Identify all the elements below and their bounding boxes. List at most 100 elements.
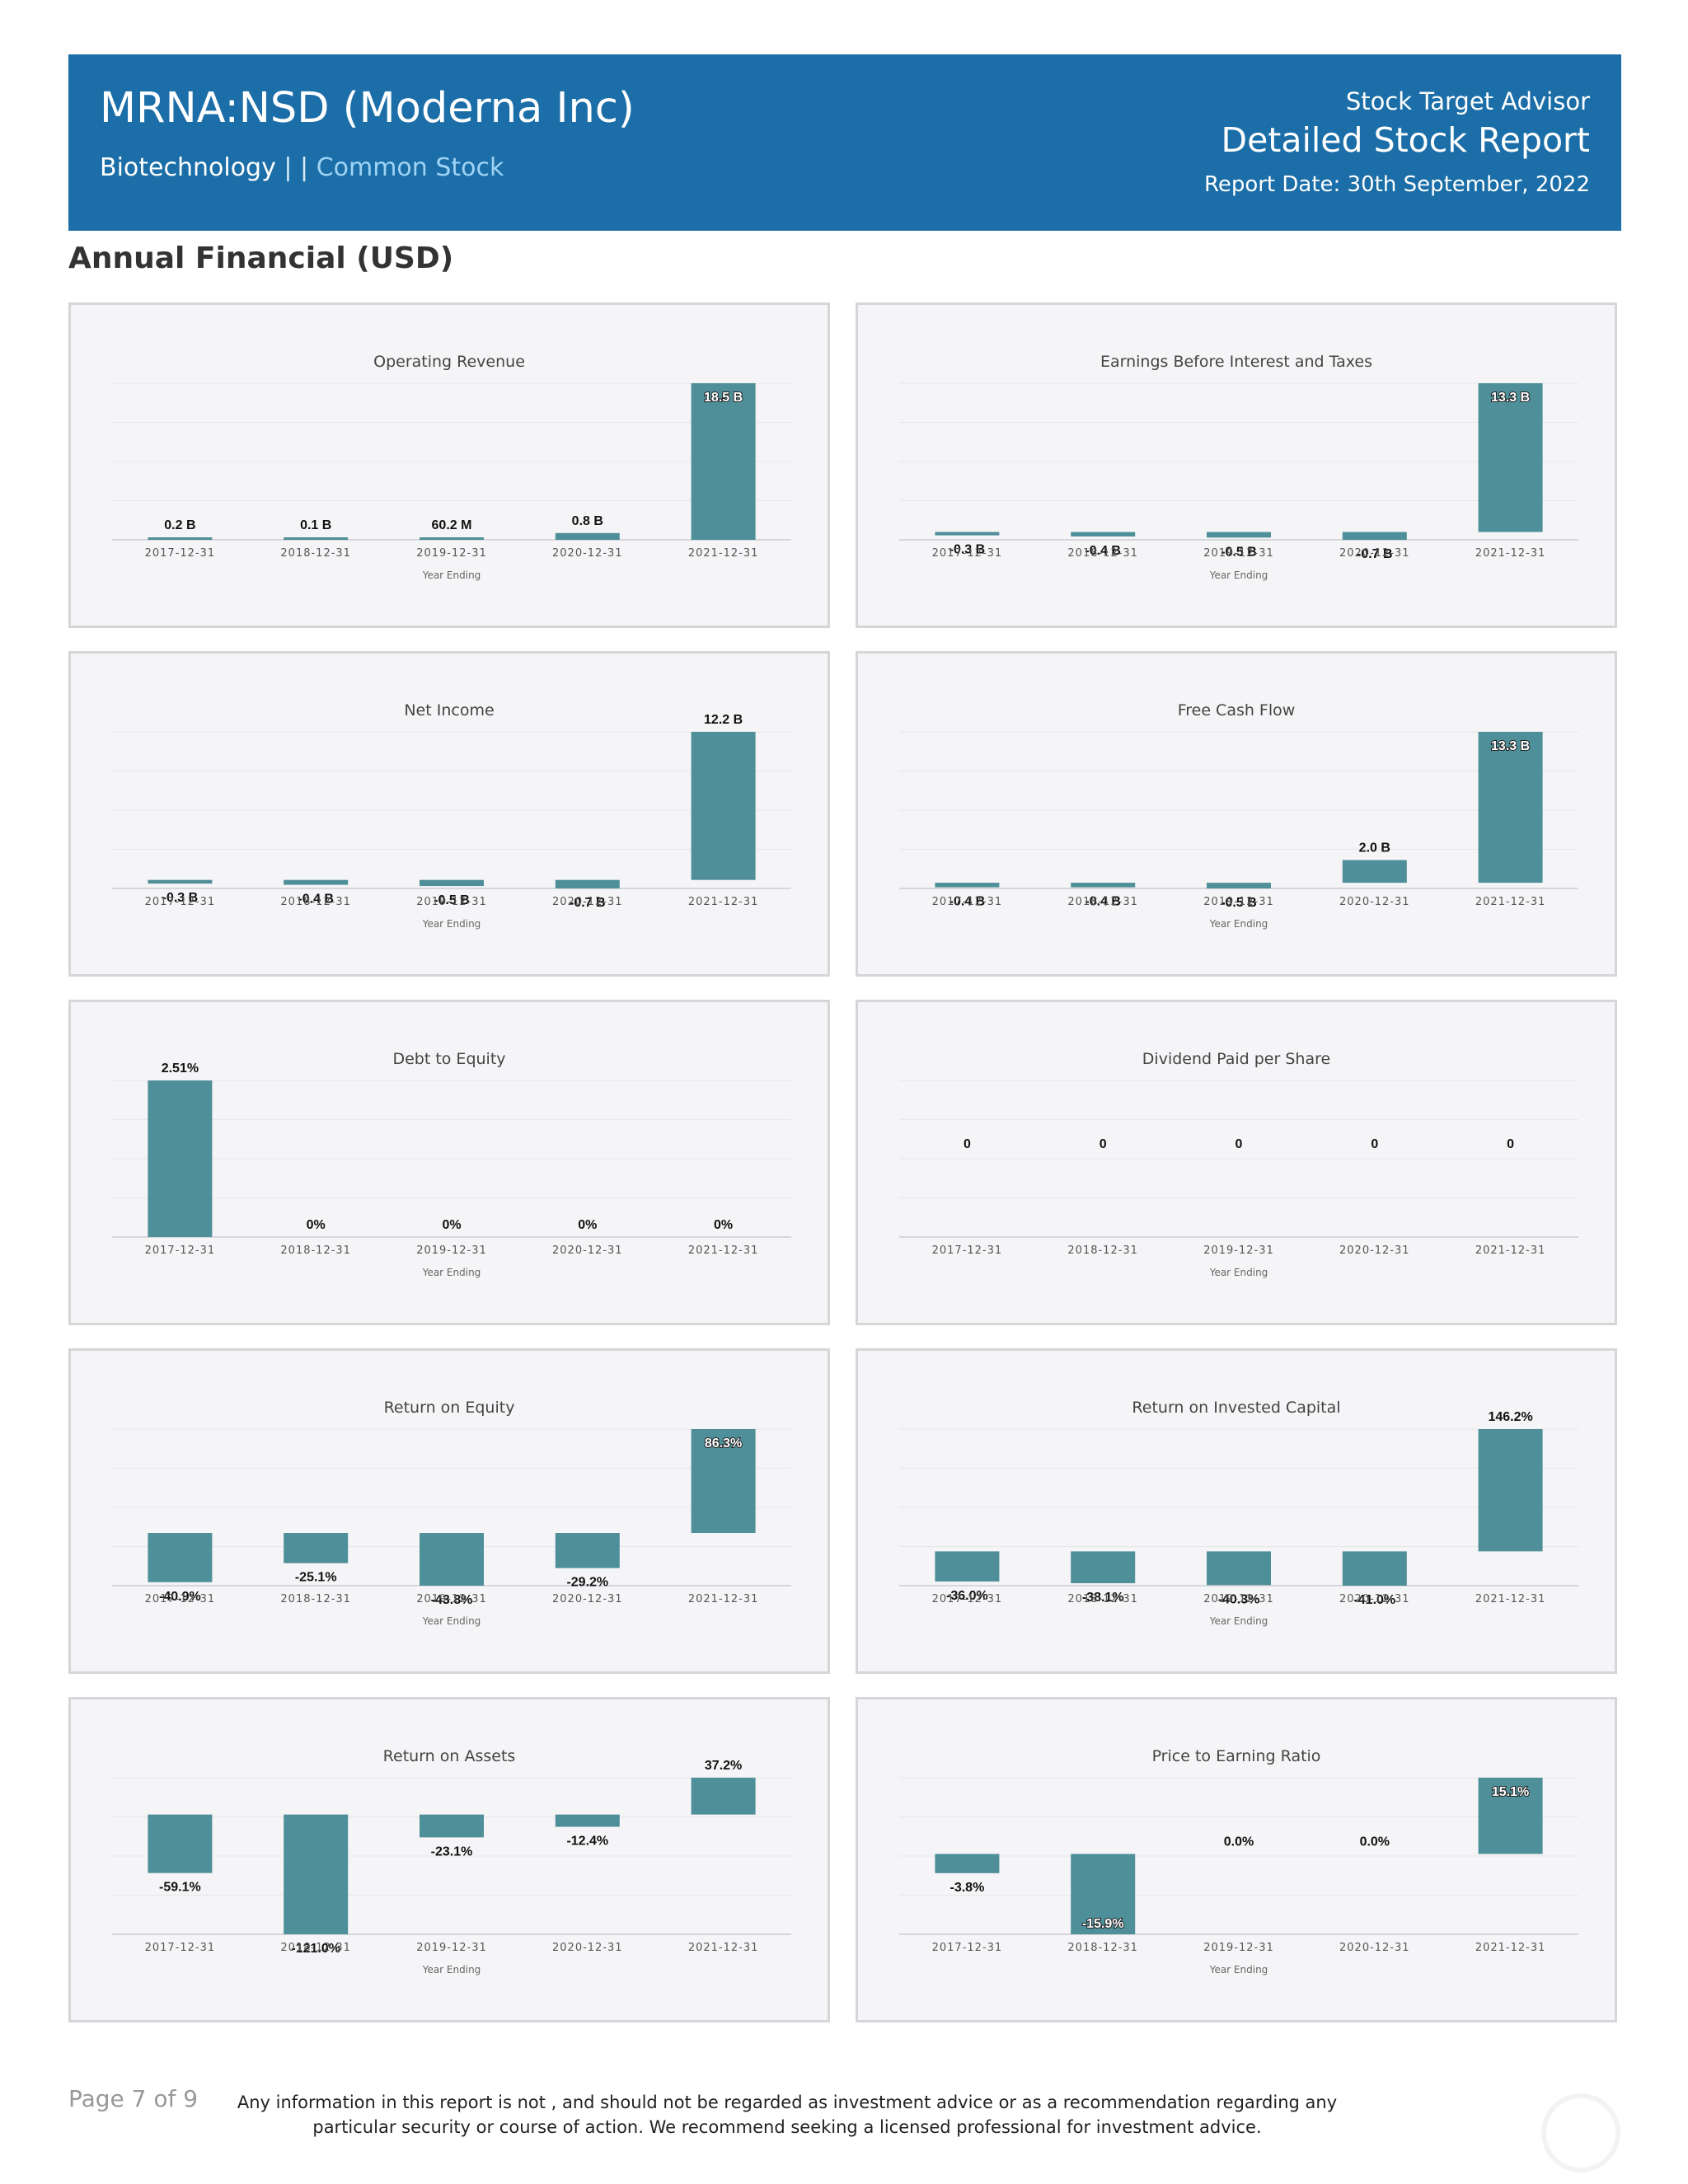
value-label: -0.5 B bbox=[1221, 545, 1257, 559]
x-axis-title: Year Ending bbox=[1209, 918, 1268, 930]
value-label: -36.0% bbox=[946, 1589, 988, 1603]
x-tick-label: 2017-12-31 bbox=[145, 896, 216, 908]
x-axis-title: Year Ending bbox=[422, 569, 481, 581]
x-tick-label: 2017-12-31 bbox=[932, 896, 1003, 908]
value-label: 12.2 B bbox=[704, 713, 743, 727]
x-tick-label: 2019-12-31 bbox=[1203, 547, 1274, 560]
earnings-before-interest-and-taxes-chart: Earnings Before Interest and Taxes -0.3 B… bbox=[856, 302, 1617, 628]
value-label: -0.4 B bbox=[950, 895, 986, 909]
bar bbox=[420, 879, 484, 887]
bar bbox=[1478, 1429, 1543, 1552]
bar bbox=[1342, 860, 1407, 883]
value-label: 0% bbox=[442, 1218, 461, 1232]
value-label: -0.7 B bbox=[1357, 547, 1393, 561]
return-on-invested-capital-chart: Return on Invested Capital -36.0% 2017-12-… bbox=[856, 1348, 1617, 1674]
stock-type-link[interactable]: Common Stock bbox=[316, 153, 504, 182]
x-tick-label: 2020-12-31 bbox=[552, 1244, 623, 1257]
bar bbox=[555, 532, 620, 540]
bar bbox=[148, 1080, 213, 1237]
x-tick-label: 2020-12-31 bbox=[552, 547, 623, 560]
value-label: 0 bbox=[964, 1137, 971, 1151]
x-tick-label: 2019-12-31 bbox=[1203, 1593, 1274, 1605]
page-number: Page 7 of 9 bbox=[68, 2085, 199, 2112]
bar bbox=[935, 1854, 1000, 1873]
value-label: -121.0% bbox=[291, 1942, 340, 1956]
value-label: 0 bbox=[1100, 1137, 1107, 1151]
chart-title: Return on Assets bbox=[382, 1747, 516, 1765]
value-label: -12.4% bbox=[566, 1835, 608, 1849]
x-tick-label: 2021-12-31 bbox=[1475, 547, 1546, 560]
x-tick-label: 2021-12-31 bbox=[688, 896, 759, 908]
value-label: 0 bbox=[1371, 1137, 1378, 1151]
value-label: 0% bbox=[307, 1218, 326, 1232]
value-label: -43.8% bbox=[431, 1593, 473, 1607]
value-label: 13.3 B bbox=[1491, 739, 1530, 753]
bar bbox=[935, 883, 1000, 888]
bar bbox=[1207, 1551, 1271, 1586]
bar bbox=[148, 1533, 213, 1582]
chart-svg: -36.0%2017-12-31 -38.1%2018-12-31 -40.3%20… bbox=[899, 1410, 1578, 1627]
net-income-chart: Net Income -0.3 B 2017-12-31 -0.4 B 2018-12-… bbox=[68, 651, 830, 977]
return-on-equity-chart: Return on Equity -40.9% 2017-12-31 -25.1% 20… bbox=[68, 1348, 830, 1674]
value-label: 0.0% bbox=[1224, 1835, 1254, 1849]
sector-label: Biotechnology bbox=[100, 153, 276, 182]
value-label: -0.4 B bbox=[1085, 544, 1121, 558]
chart-svg: 0.2 B 2017-12-31 0.1 B 2018-12-31 60.2 M 2019… bbox=[112, 382, 791, 581]
x-tick-label: 2019-12-31 bbox=[1203, 1942, 1274, 1954]
watermark-logo bbox=[1541, 2093, 1620, 2172]
x-tick-label: 2018-12-31 bbox=[1067, 1593, 1138, 1605]
x-tick-label: 2021-12-31 bbox=[1475, 1942, 1546, 1954]
x-tick-label: 2018-12-31 bbox=[280, 1244, 351, 1257]
value-label: 2.51% bbox=[162, 1062, 199, 1076]
bar bbox=[1071, 532, 1136, 537]
x-tick-label: 2017-12-31 bbox=[145, 547, 216, 560]
value-label: 0.1 B bbox=[300, 518, 331, 532]
x-tick-label: 2018-12-31 bbox=[1067, 896, 1138, 908]
bar bbox=[1207, 532, 1271, 538]
bar bbox=[691, 383, 756, 540]
x-tick-label: 2019-12-31 bbox=[416, 1942, 487, 1954]
bar bbox=[691, 1778, 756, 1815]
x-tick-label: 2017-12-31 bbox=[932, 1593, 1003, 1605]
x-tick-label: 2017-12-31 bbox=[932, 547, 1003, 560]
x-tick-label: 2021-12-31 bbox=[1475, 1593, 1546, 1605]
chart-title: Return on Equity bbox=[383, 1399, 515, 1417]
bar bbox=[284, 1814, 349, 1934]
x-tick-label: 2020-12-31 bbox=[1339, 547, 1410, 560]
value-label: -38.1% bbox=[1082, 1591, 1124, 1605]
x-tick-label: 2018-12-31 bbox=[280, 896, 351, 908]
bar bbox=[1342, 1551, 1407, 1586]
value-label: -40.3% bbox=[1218, 1592, 1260, 1606]
x-axis-title: Year Ending bbox=[1209, 1615, 1268, 1627]
subtitle-separator: | | bbox=[275, 153, 316, 182]
chart-svg: 0 2017-12-31 0 2018-12-31 0 2019-12-31 0 2020-1… bbox=[899, 1080, 1578, 1278]
chart-title: Net Income bbox=[404, 701, 495, 719]
bar bbox=[148, 1814, 213, 1873]
bar bbox=[420, 537, 484, 540]
x-axis-title: Year Ending bbox=[1209, 1267, 1268, 1278]
x-tick-label: 2020-12-31 bbox=[1339, 1942, 1410, 1954]
value-label: -0.3 B bbox=[950, 543, 986, 557]
bar bbox=[284, 537, 349, 540]
free-cash-flow-chart: Free Cash Flow -0.4 B 2017-12-31 -0.4 B 2018… bbox=[856, 651, 1617, 977]
bar bbox=[555, 879, 620, 888]
bar bbox=[555, 1814, 620, 1827]
chart-svg: -40.9%2017-12-31-25.1%2018-12-31 -43.8%20… bbox=[112, 1428, 791, 1627]
report-header: MRNA:NSD (Moderna Inc) Biotechnology | |… bbox=[68, 54, 1621, 231]
value-label: -0.7 B bbox=[570, 896, 606, 910]
value-label: 2.0 B bbox=[1359, 841, 1390, 855]
x-tick-label: 2020-12-31 bbox=[552, 1942, 623, 1954]
value-label: 0.2 B bbox=[164, 518, 195, 532]
value-label: -0.4 B bbox=[298, 893, 334, 907]
value-label: -15.9% bbox=[1082, 1917, 1124, 1931]
chart-title: Operating Revenue bbox=[373, 353, 525, 371]
operating-revenue-chart: Operating Revenue 0.2 B 2017-12-31 0.1 B 201… bbox=[68, 302, 830, 628]
value-label: -41.0% bbox=[1353, 1593, 1395, 1607]
bar bbox=[935, 1551, 1000, 1582]
chart-title: Debt to Equity bbox=[392, 1050, 506, 1068]
x-tick-label: 2017-12-31 bbox=[145, 1942, 216, 1954]
x-tick-label: 2018-12-31 bbox=[1067, 1942, 1138, 1954]
value-label: 0% bbox=[714, 1218, 733, 1232]
